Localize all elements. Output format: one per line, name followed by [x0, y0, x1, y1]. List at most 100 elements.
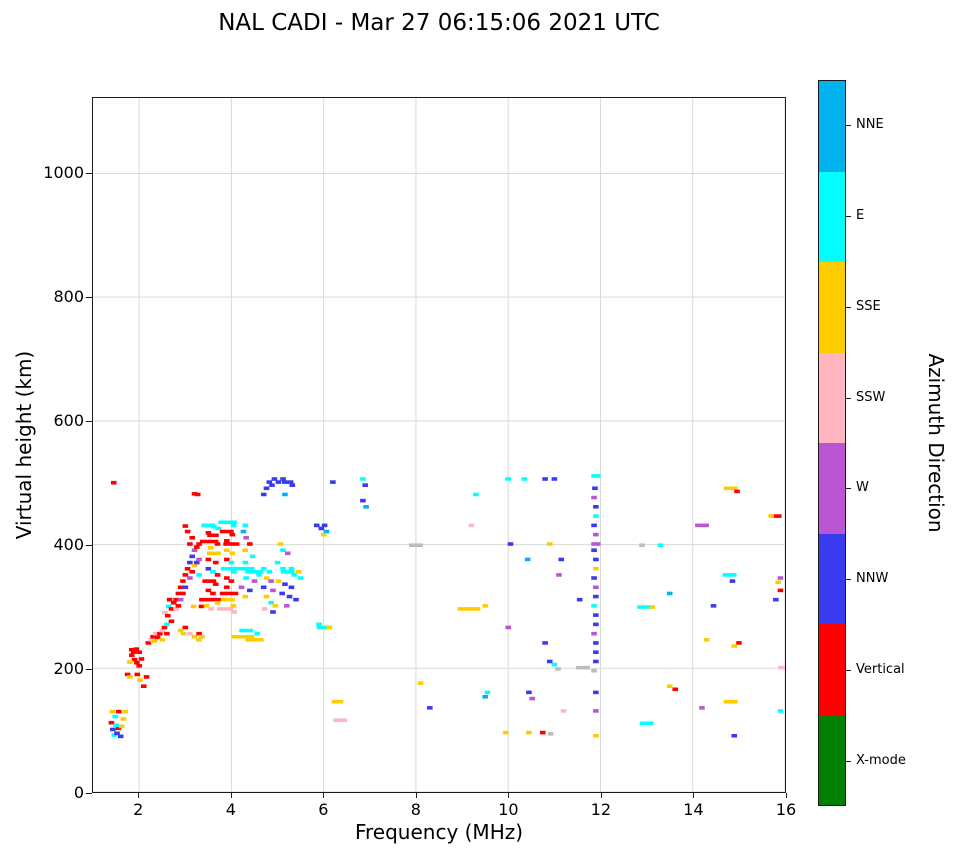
data-point — [190, 604, 197, 609]
data-point — [120, 717, 127, 721]
data-point — [164, 631, 170, 636]
data-point — [219, 591, 239, 596]
data-point — [699, 706, 705, 710]
data-point — [576, 597, 583, 602]
colorbar-tick-mark — [846, 760, 851, 762]
data-point — [703, 638, 710, 642]
x-tick-mark — [786, 793, 787, 798]
data-point — [199, 597, 223, 602]
data-point — [187, 631, 193, 636]
data-point — [194, 560, 200, 565]
data-point — [593, 659, 599, 664]
data-point — [291, 573, 297, 577]
data-point — [263, 486, 270, 491]
data-point — [180, 631, 187, 636]
data-point — [214, 600, 221, 605]
data-point — [243, 576, 249, 580]
data-point — [593, 594, 599, 599]
data-point — [109, 709, 116, 714]
data-point — [239, 628, 254, 633]
data-point — [230, 523, 237, 528]
data-point — [122, 709, 129, 714]
data-point — [251, 579, 258, 583]
data-point — [154, 635, 161, 640]
data-point — [417, 681, 424, 685]
data-point — [551, 477, 558, 481]
data-point — [199, 634, 205, 639]
data-point — [593, 566, 599, 571]
data-point — [229, 532, 236, 537]
data-point — [247, 588, 253, 593]
data-point — [293, 597, 299, 602]
data-point — [593, 709, 599, 713]
data-point — [260, 585, 267, 590]
data-point — [245, 638, 264, 642]
data-point — [593, 733, 599, 738]
data-point — [177, 597, 184, 602]
data-point — [360, 498, 366, 503]
data-point — [672, 687, 679, 692]
data-point — [507, 542, 514, 546]
data-point — [199, 539, 219, 544]
data-point — [196, 557, 202, 562]
data-point — [326, 625, 333, 630]
data-point — [182, 524, 189, 528]
data-point — [205, 531, 212, 535]
colorbar-label-x-mode: X-mode — [856, 752, 906, 768]
data-point — [201, 523, 216, 528]
data-point — [546, 542, 553, 546]
y-tick-mark — [86, 668, 92, 670]
data-point — [282, 492, 288, 497]
data-point — [130, 650, 137, 654]
data-point — [224, 548, 230, 552]
data-point — [277, 542, 284, 546]
colorbar-label-vertical: Vertical — [856, 661, 905, 677]
colorbar-title: Azimuth Direction — [924, 353, 948, 533]
colorbar-segment-vertical — [819, 624, 845, 715]
data-point — [145, 641, 152, 645]
data-point — [196, 573, 202, 577]
data-point — [128, 647, 135, 652]
x-tick-label: 14 — [683, 800, 704, 819]
data-point — [229, 551, 236, 556]
data-point — [777, 709, 784, 713]
data-point — [134, 660, 140, 665]
y-tick-label: 800 — [53, 286, 84, 306]
data-point — [503, 730, 509, 735]
data-point — [108, 720, 115, 725]
data-point — [731, 644, 738, 648]
y-tick-mark — [86, 172, 92, 174]
data-point — [521, 477, 528, 481]
data-point — [175, 604, 182, 608]
data-point — [296, 570, 302, 574]
data-point — [362, 483, 369, 487]
data-point — [231, 610, 237, 614]
data-point — [363, 505, 369, 509]
data-point — [173, 607, 179, 611]
data-point — [196, 638, 202, 642]
data-point — [263, 594, 270, 599]
data-point — [249, 554, 256, 559]
data-point — [260, 492, 267, 497]
data-point — [731, 733, 738, 738]
data-point — [649, 605, 655, 609]
data-point — [591, 474, 601, 478]
colorbar-label-ssw: SSW — [856, 389, 886, 405]
data-point — [637, 605, 652, 609]
data-point — [473, 492, 479, 497]
data-point — [666, 684, 673, 688]
data-point — [526, 730, 532, 735]
data-point — [115, 726, 122, 731]
data-point — [198, 604, 205, 609]
data-point — [212, 560, 219, 565]
data-point — [775, 580, 781, 585]
data-point — [505, 625, 511, 630]
data-point — [191, 634, 198, 639]
data-point — [457, 607, 481, 611]
data-point — [214, 573, 221, 577]
data-point — [205, 557, 212, 562]
data-point — [318, 526, 325, 531]
data-point — [639, 543, 645, 548]
data-point — [219, 529, 234, 534]
